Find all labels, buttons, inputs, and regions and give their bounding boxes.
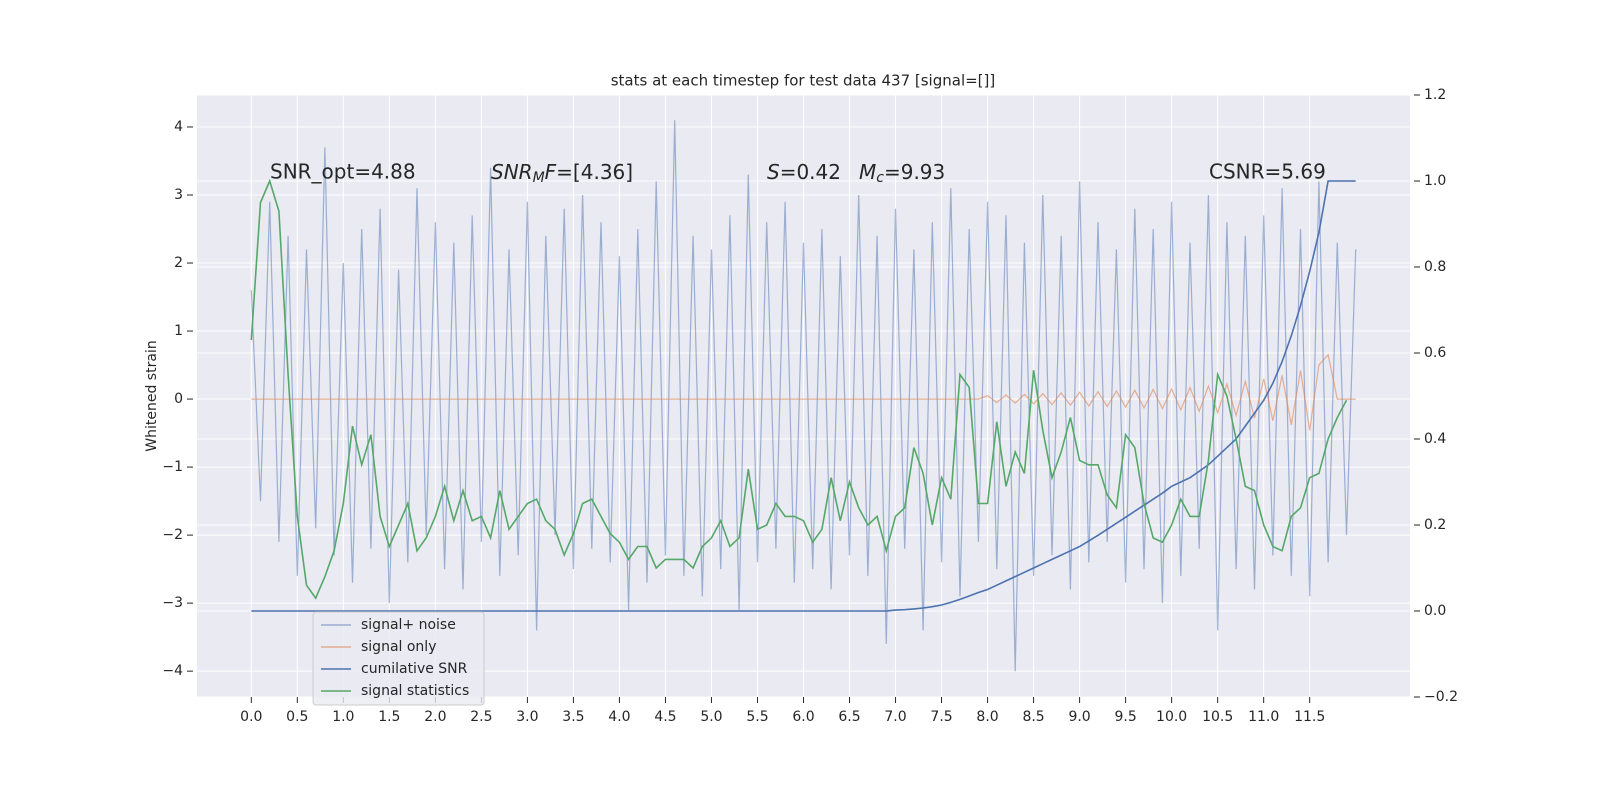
- y2-tick-label: 0.6: [1424, 345, 1446, 361]
- annotation-part: =9.93: [884, 160, 945, 184]
- y2-tick-label: 1.2: [1424, 87, 1446, 103]
- annotation-part: =0.42: [780, 160, 841, 184]
- x-tick-label: 2.5: [470, 709, 492, 725]
- legend-label: signal+ noise: [361, 617, 456, 633]
- legend: signal+ noise signal only cumilative SNR si…: [312, 611, 485, 706]
- x-tick-label: 6.0: [792, 709, 814, 725]
- legend-label: signal only: [361, 639, 436, 655]
- annotation: SNRMF=[4.36]: [491, 160, 633, 187]
- y-tick-label: 0: [174, 391, 183, 407]
- y-tick-label: −3: [162, 595, 183, 611]
- y-tick-label: −1: [162, 459, 183, 475]
- y2-tick-label: 0.0: [1424, 603, 1446, 619]
- annotation-part: SNR: [491, 160, 533, 184]
- x-tick-label: 3.0: [516, 709, 538, 725]
- y-tick-label: 1: [174, 323, 183, 339]
- axes: 0.0 0.5 1.0 1.5 2.0 2.5 3.0 3.5 4.0 4.5 5.0 5.5 6.0 6…: [162, 87, 1458, 725]
- x-tick-label: 11.5: [1294, 709, 1325, 725]
- x-tick-label: 2.0: [424, 709, 446, 725]
- x-tick-label: 9.0: [1068, 709, 1090, 725]
- legend-box: [312, 611, 485, 706]
- annotation-part: S: [767, 160, 780, 184]
- y2-tick-label: 0.2: [1424, 517, 1446, 533]
- x-tick-label: 5.5: [746, 709, 768, 725]
- y2-tick-label: −0.2: [1424, 689, 1458, 705]
- annotation-part: M: [859, 160, 876, 184]
- legend-label: cumilative SNR: [361, 661, 468, 677]
- series-line: [250, 120, 1357, 672]
- series-line: [251, 180, 1356, 612]
- x-tick-label: 1.0: [332, 709, 354, 725]
- x-tick-label: 6.5: [838, 709, 860, 725]
- annotation-part: =[4.36]: [556, 160, 633, 184]
- chart-title: stats at each timestep for test data 437…: [611, 72, 996, 90]
- annotation-part: c: [876, 170, 884, 186]
- series-line: [251, 353, 1356, 431]
- x-tick-label: 8.5: [1022, 709, 1044, 725]
- y-tick-label: 4: [174, 119, 183, 135]
- x-tick-label: 5.0: [700, 709, 722, 725]
- legend-label: signal statistics: [361, 683, 469, 699]
- y-tick-label: −2: [162, 527, 183, 543]
- x-tick-label: 4.0: [608, 709, 630, 725]
- x-tick-label: 8.0: [976, 709, 998, 725]
- x-tick-label: 11.0: [1248, 709, 1279, 725]
- x-tick-label: 4.5: [654, 709, 676, 725]
- x-tick-label: 0.5: [286, 709, 308, 725]
- y2-tick-label: 0.8: [1424, 259, 1446, 275]
- annotation: Mc=9.93: [859, 160, 945, 187]
- x-tick-label: 7.0: [884, 709, 906, 725]
- x-tick-label: 10.0: [1156, 709, 1187, 725]
- y2-tick-label: 0.4: [1424, 431, 1446, 447]
- grid: [197, 94, 1410, 698]
- annotation: CSNR=5.69: [1209, 160, 1326, 184]
- series-line: [250, 178, 1348, 600]
- y-tick-label: 3: [174, 187, 183, 203]
- y-tick-label: 2: [174, 255, 183, 271]
- annotation: S=0.42: [767, 160, 841, 184]
- x-tick-label: 1.5: [378, 709, 400, 725]
- annotation-part: F: [545, 160, 557, 184]
- x-tick-label: 0.0: [240, 709, 262, 725]
- lines: [250, 120, 1357, 672]
- annotation-part: M: [533, 170, 545, 186]
- x-tick-label: 3.5: [562, 709, 584, 725]
- y-tick-label: −4: [162, 663, 183, 679]
- annotation: SNR_opt=4.88: [270, 160, 416, 184]
- x-tick-label: 7.5: [930, 709, 952, 725]
- x-tick-label: 9.5: [1114, 709, 1136, 725]
- y2-tick-label: 1.0: [1424, 173, 1446, 189]
- x-tick-label: 10.5: [1202, 709, 1233, 725]
- y-axis-label: Whitened strain: [144, 340, 160, 451]
